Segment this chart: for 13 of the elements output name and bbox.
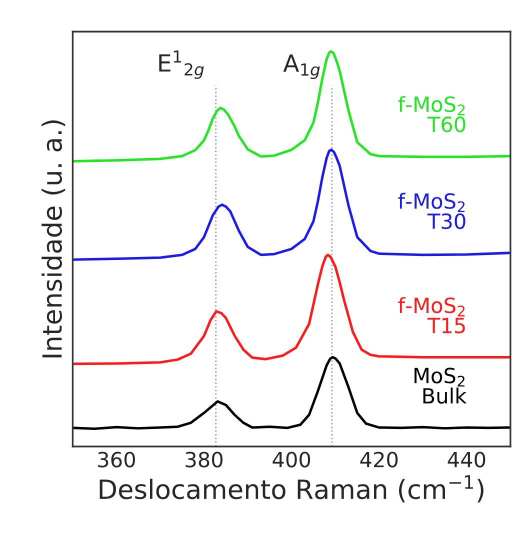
ref-line-label: A$_{1g}$ bbox=[283, 54, 320, 80]
x-tick-label: 380 bbox=[186, 452, 223, 468]
x-tick-label: 360 bbox=[98, 452, 135, 468]
x-axis-title: Deslocamento Raman (cm$^{−1}$) bbox=[100, 475, 484, 502]
series-label: f-MoS$_{2}$ T60 bbox=[398, 96, 466, 132]
x-tick-label: 400 bbox=[272, 452, 310, 468]
series-label: f-MoS$_{2}$ T30 bbox=[398, 192, 466, 230]
series-label: f-MoS$_{2}$ T15 bbox=[398, 297, 465, 334]
series-label: MoS$_{2}$ Bulk bbox=[414, 368, 467, 404]
x-tick-label: 420 bbox=[360, 452, 398, 468]
ref-line-label: E$^{1}$$_{2g}$ bbox=[159, 50, 204, 79]
y-axis-title: Intensidade (u. a.) bbox=[42, 120, 66, 358]
x-tick-label: 440 bbox=[448, 452, 486, 468]
